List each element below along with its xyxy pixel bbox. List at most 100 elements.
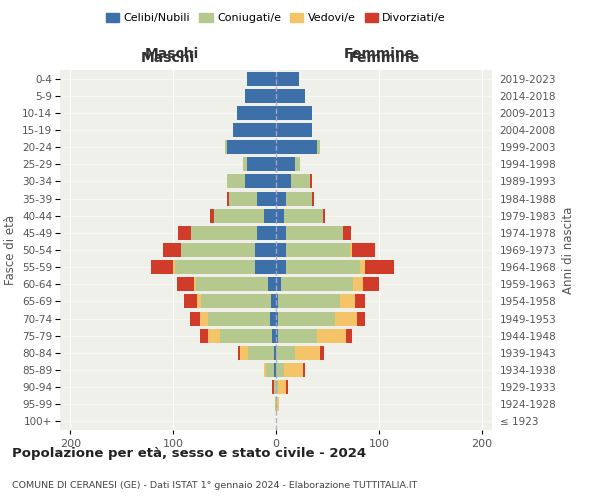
Bar [227,140,276,154]
Bar [286,243,350,257]
Bar [364,278,379,291]
Bar [257,192,276,205]
Bar [178,226,191,240]
Y-axis label: Fasce di età: Fasce di età [4,215,17,285]
Bar [312,192,314,205]
Bar [278,380,286,394]
Bar [200,328,208,342]
Bar [284,208,323,222]
Bar [173,260,175,274]
Text: Femmine: Femmine [349,51,419,65]
Bar [346,328,352,342]
Bar [270,312,276,326]
Bar [214,208,263,222]
Bar [361,260,365,274]
Bar [276,106,312,120]
Bar [286,192,312,205]
Bar [276,398,277,411]
Bar [303,363,305,377]
Text: Popolazione per età, sesso e stato civile - 2024: Popolazione per età, sesso e stato civil… [12,448,366,460]
Bar [256,243,276,257]
Bar [276,243,286,257]
Bar [295,158,299,172]
Bar [278,312,335,326]
Bar [184,294,197,308]
Bar [276,192,286,205]
Bar [292,174,310,188]
Bar [278,328,317,342]
Bar [238,346,240,360]
Bar [266,363,274,377]
Bar [272,380,274,394]
Bar [175,260,256,274]
Bar [208,328,220,342]
Bar [317,328,346,342]
Bar [276,346,295,360]
Bar [343,226,351,240]
Bar [276,363,284,377]
Bar [276,158,295,172]
Bar [276,328,278,342]
Bar [191,226,257,240]
Bar [247,158,276,172]
Bar [263,208,276,222]
Bar [310,174,312,188]
Bar [276,208,284,222]
Bar [276,312,278,326]
Bar [276,88,305,102]
Bar [276,174,292,188]
Bar [256,260,276,274]
Bar [277,398,279,411]
Bar [233,123,276,137]
Bar [353,278,364,291]
Bar [229,192,257,205]
Bar [197,294,201,308]
Bar [278,294,340,308]
Bar [210,208,214,222]
Bar [248,346,274,360]
Bar [284,363,303,377]
Bar [365,260,394,274]
Bar [245,174,276,188]
Bar [317,140,320,154]
Text: Maschi: Maschi [145,47,199,61]
Bar [352,243,375,257]
Bar [274,346,276,360]
Bar [276,123,312,137]
Bar [224,140,227,154]
Bar [190,312,200,326]
Bar [323,208,325,222]
Text: COMUNE DI CERANESI (GE) - Dati ISTAT 1° gennaio 2024 - Elaborazione TUTTITALIA.I: COMUNE DI CERANESI (GE) - Dati ISTAT 1° … [12,480,418,490]
Bar [272,328,276,342]
Bar [243,158,247,172]
Bar [263,363,266,377]
Bar [208,312,270,326]
Bar [286,260,361,274]
Bar [181,243,256,257]
Legend: Celibi/Nubili, Coniugati/e, Vedovi/e, Divorziati/e: Celibi/Nubili, Coniugati/e, Vedovi/e, Di… [101,8,451,28]
Bar [276,72,299,86]
Bar [320,346,325,360]
Bar [200,312,208,326]
Bar [286,380,289,394]
Bar [276,294,278,308]
Y-axis label: Anni di nascita: Anni di nascita [562,206,575,294]
Bar [201,294,271,308]
Bar [237,106,276,120]
Bar [357,312,365,326]
Bar [276,226,286,240]
Bar [340,294,355,308]
Bar [194,278,196,291]
Bar [276,278,281,291]
Bar [268,278,276,291]
Bar [227,192,229,205]
Bar [286,226,343,240]
Bar [245,88,276,102]
Bar [274,380,276,394]
Bar [355,294,365,308]
Text: Maschi: Maschi [141,51,195,65]
Bar [227,174,245,188]
Bar [281,278,353,291]
Bar [177,278,194,291]
Bar [335,312,357,326]
